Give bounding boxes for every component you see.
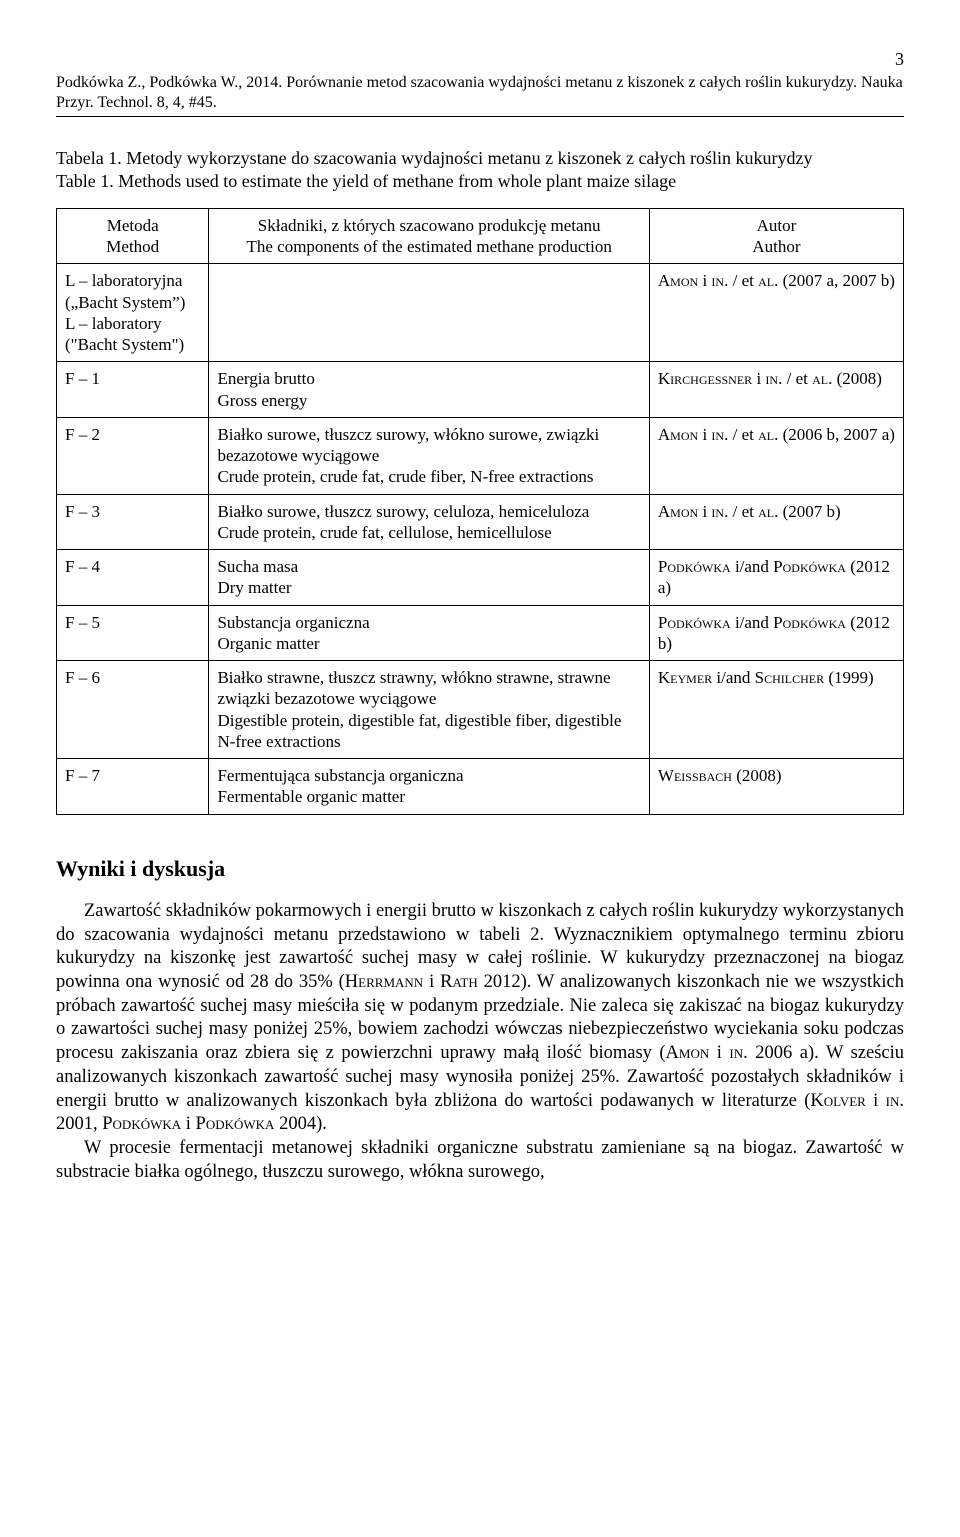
cell-components: Energia bruttoGross energy <box>209 362 649 418</box>
th-author-en: Author <box>752 237 800 256</box>
cell-method: F – 3 <box>57 494 209 550</box>
th-components-en: The components of the estimated methane … <box>246 237 611 256</box>
table-header-row: Metoda Method Składniki, z których szaco… <box>57 208 904 264</box>
cell-author: Kirchgeßner i in. / et al. (2008) <box>649 362 903 418</box>
cell-author: Amon i in. / et al. (2006 b, 2007 a) <box>649 417 903 494</box>
header-underline <box>56 116 904 117</box>
cell-author: Podkówka i/and Podkówka (2012 a) <box>649 550 903 606</box>
cell-method: F – 4 <box>57 550 209 606</box>
table-row: F – 3Białko surowe, tłuszcz surowy, celu… <box>57 494 904 550</box>
body-text: Zawartość składników pokarmowych i energ… <box>56 900 904 1184</box>
th-components-pl: Składniki, z których szacowano produkcję… <box>258 216 601 235</box>
cell-components: Białko surowe, tłuszcz surowy, włókno su… <box>209 417 649 494</box>
table-row: F – 1Energia bruttoGross energyKirchgeßn… <box>57 362 904 418</box>
cell-author: Amon i in. / et al. (2007 b) <box>649 494 903 550</box>
table-row: F – 4Sucha masaDry matterPodkówka i/and … <box>57 550 904 606</box>
table-caption-pl: Tabela 1. Metody wykorzystane do szacowa… <box>56 148 813 168</box>
page-number: 3 <box>56 48 904 71</box>
methods-table: Metoda Method Składniki, z których szaco… <box>56 208 904 815</box>
cell-components: Białko strawne, tłuszcz strawny, włókno … <box>209 661 649 759</box>
cell-method: F – 2 <box>57 417 209 494</box>
cell-components: Sucha masaDry matter <box>209 550 649 606</box>
paragraph-1: Zawartość składników pokarmowych i energ… <box>56 900 904 1137</box>
paragraph-2: W procesie fermentacji metanowej składni… <box>56 1137 904 1184</box>
table-row: F – 2Białko surowe, tłuszcz surowy, włók… <box>57 417 904 494</box>
cell-method: F – 7 <box>57 759 209 815</box>
table-row: L – laboratoryjna („Bacht System”)L – la… <box>57 264 904 362</box>
table-caption: Tabela 1. Metody wykorzystane do szacowa… <box>56 147 904 194</box>
cell-components: Białko surowe, tłuszcz surowy, celuloza,… <box>209 494 649 550</box>
th-method-pl: Metoda <box>107 216 159 235</box>
table-row: F – 6Białko strawne, tłuszcz strawny, wł… <box>57 661 904 759</box>
th-author: Autor Author <box>649 208 903 264</box>
cell-method: F – 1 <box>57 362 209 418</box>
th-method-en: Method <box>106 237 159 256</box>
cell-method: F – 6 <box>57 661 209 759</box>
th-method: Metoda Method <box>57 208 209 264</box>
cell-author: Amon i in. / et al. (2007 a, 2007 b) <box>649 264 903 362</box>
cell-method: F – 5 <box>57 605 209 661</box>
cell-components <box>209 264 649 362</box>
cell-author: Weißbach (2008) <box>649 759 903 815</box>
cell-method: L – laboratoryjna („Bacht System”)L – la… <box>57 264 209 362</box>
table-caption-en: Table 1. Methods used to estimate the yi… <box>56 171 676 191</box>
cell-components: Fermentująca substancja organicznaFermen… <box>209 759 649 815</box>
section-heading: Wyniki i dyskusja <box>56 855 904 883</box>
th-author-pl: Autor <box>757 216 797 235</box>
header-citation: Podkówka Z., Podkówka W., 2014. Porównan… <box>56 73 904 115</box>
cell-components: Substancja organicznaOrganic matter <box>209 605 649 661</box>
cell-author: Podkówka i/and Podkówka (2012 b) <box>649 605 903 661</box>
table-row: F – 7Fermentująca substancja organicznaF… <box>57 759 904 815</box>
th-components: Składniki, z których szacowano produkcję… <box>209 208 649 264</box>
table-row: F – 5Substancja organicznaOrganic matter… <box>57 605 904 661</box>
cell-author: Keymer i/and Schilcher (1999) <box>649 661 903 759</box>
